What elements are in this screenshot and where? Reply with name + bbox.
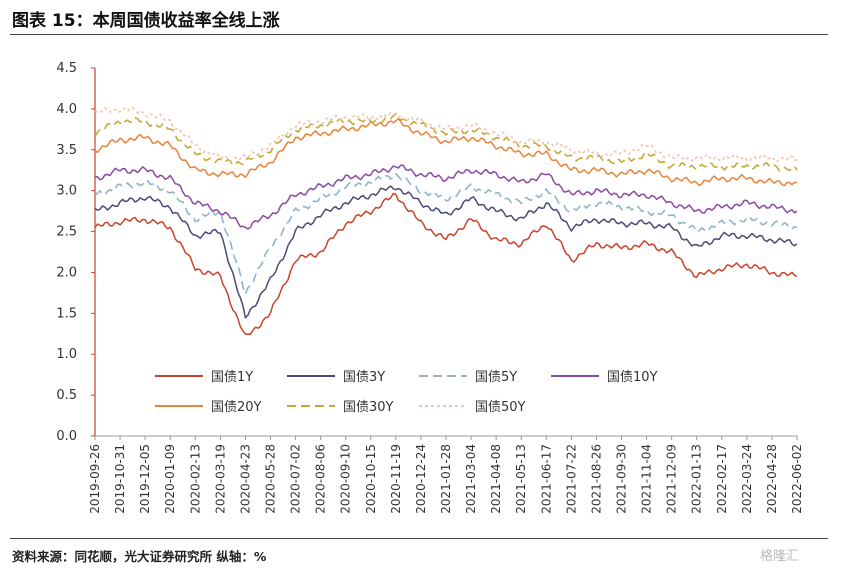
y-tick-label: 0.5	[56, 388, 77, 403]
series-line-1	[94, 192, 798, 336]
x-tick-label: 2020-08-06	[314, 444, 328, 514]
x-tick-label: 2021-08-26	[589, 444, 603, 514]
series-line-5	[94, 118, 797, 187]
legend-label: 国债3Y	[343, 370, 385, 385]
chart-axes: 0.0 0.5 1.0 1.5 2.0 2.5 3.0 3.5 4.0 4.5 2019-09-26…	[56, 61, 804, 514]
y-tick-label: 4.5	[56, 61, 77, 76]
y-tick-label: 1.0	[56, 347, 77, 362]
x-tick-label: 2020-05-28	[264, 444, 278, 514]
x-tick-label: 2022-04-28	[765, 444, 779, 514]
x-tick-label: 2019-09-26	[88, 444, 102, 514]
x-tick-label: 2019-10-31	[113, 444, 127, 514]
footer-divider	[10, 538, 828, 539]
x-tick-label: 2022-06-02	[790, 444, 804, 514]
x-tick-label: 2020-12-24	[414, 444, 428, 514]
y-tick-label: 0.0	[56, 429, 77, 444]
x-tick-label: 2020-07-02	[289, 444, 303, 514]
legend-label: 国债10Y	[607, 370, 658, 385]
legend-label: 国债30Y	[343, 400, 394, 415]
x-tick-label: 2020-10-15	[364, 444, 378, 514]
page-title: 图表 15：本周国债收益率全线上涨	[12, 11, 280, 31]
x-tick-label: 2020-09-10	[339, 444, 353, 514]
x-tick-label: 2022-01-13	[690, 444, 704, 514]
series-line-2	[94, 185, 798, 319]
x-tick-label: 2021-01-28	[439, 444, 453, 514]
legend-label: 国债20Y	[211, 400, 262, 415]
y-tick-label: 2.5	[56, 225, 77, 240]
x-tick-label: 2019-12-05	[138, 444, 152, 514]
legend-label: 国债50Y	[475, 400, 526, 415]
watermark: 格隆汇	[760, 549, 800, 564]
x-tick-label: 2021-12-09	[665, 444, 679, 514]
x-tick-label: 2020-11-19	[389, 444, 403, 514]
x-tick-label: 2021-09-30	[615, 444, 629, 514]
x-tick-label: 2021-04-08	[489, 444, 503, 514]
x-tick-label: 2021-03-04	[464, 444, 478, 514]
source-note: 资料来源：同花顺，光大证券研究所 纵轴：%	[12, 549, 267, 564]
x-tick-label: 2021-07-22	[564, 444, 578, 514]
x-tick-label: 2022-03-24	[740, 444, 754, 514]
x-tick-label: 2020-04-23	[238, 444, 252, 514]
chart-legend: 国债1Y 国债3Y 国债5Y 国债10Y 国债20Y 国债30Y 国债50Y	[155, 370, 658, 415]
series-line-4	[94, 164, 798, 230]
y-tick-label: 3.0	[56, 184, 77, 199]
title-divider	[10, 34, 828, 35]
x-tick-label: 2020-02-13	[188, 444, 202, 514]
x-tick-label: 2021-05-13	[514, 444, 528, 514]
x-tick-label: 2020-01-09	[163, 444, 177, 514]
x-tick-label: 2022-02-17	[715, 444, 729, 514]
y-tick-label: 1.5	[56, 306, 77, 321]
x-tick-label: 2021-11-04	[640, 444, 654, 514]
legend-label: 国债5Y	[475, 370, 517, 385]
x-tick-label: 2021-06-17	[539, 444, 553, 514]
series-line-6	[94, 112, 798, 172]
y-tick-label: 4.0	[56, 102, 77, 117]
chart-series	[94, 106, 798, 336]
y-tick-label: 3.5	[56, 143, 77, 158]
x-tick-label: 2020-03-19	[213, 444, 227, 514]
legend-label: 国债1Y	[211, 370, 253, 385]
yield-line-chart: 0.0 0.5 1.0 1.5 2.0 2.5 3.0 3.5 4.0 4.5 2019-09-26…	[56, 61, 804, 514]
series-line-3	[94, 173, 798, 295]
y-tick-label: 2.0	[56, 265, 77, 280]
